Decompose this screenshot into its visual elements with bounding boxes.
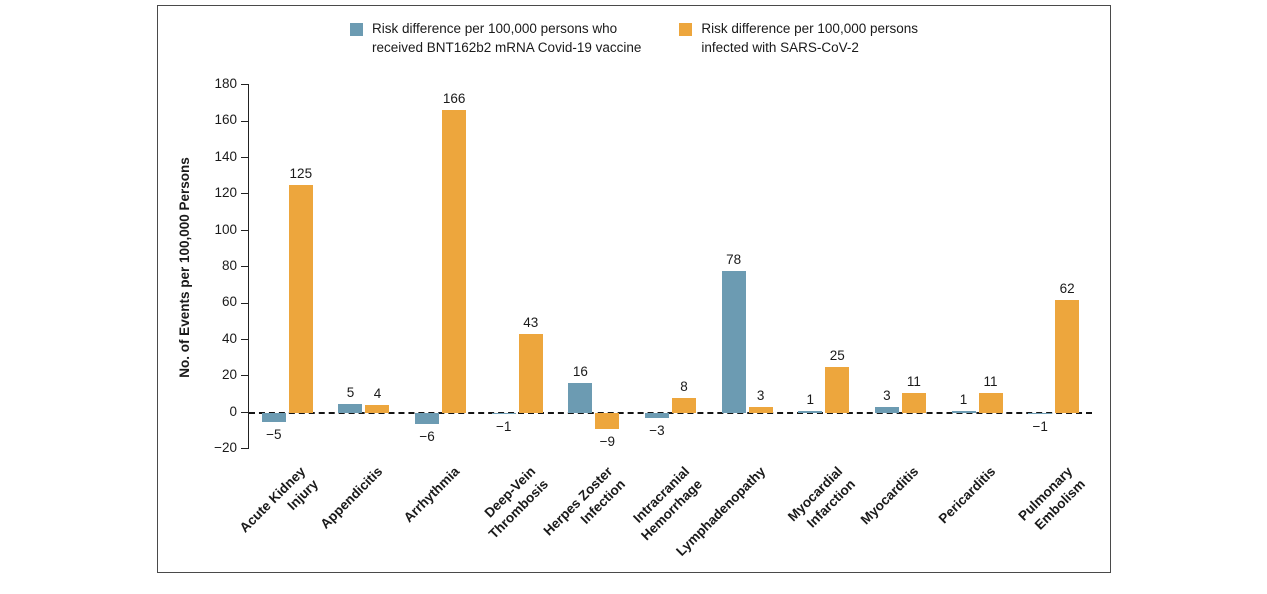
bar-vaccine xyxy=(338,403,363,413)
bar-sars-cov-2 xyxy=(288,185,313,413)
y-axis-tick-label: 0 xyxy=(229,403,237,419)
bar-value-label: 25 xyxy=(829,348,845,364)
bar-value-label: 62 xyxy=(1059,280,1075,296)
bar-value-label: 11 xyxy=(906,373,921,389)
y-axis-tick xyxy=(241,411,249,413)
chart-panel: Risk difference per 100,000 persons who r… xyxy=(157,5,1111,573)
y-axis-tick-label: 140 xyxy=(214,148,237,164)
bar-value-label: 3 xyxy=(883,388,891,404)
bar-value-label: 125 xyxy=(289,166,313,182)
y-axis-tick-label: 40 xyxy=(221,330,237,346)
y-axis-tick xyxy=(241,84,249,86)
bar-value-label: −3 xyxy=(649,423,665,439)
y-axis-tick-label: 80 xyxy=(221,258,237,273)
y-axis-tick-label: 20 xyxy=(221,367,237,383)
y-axis-tick xyxy=(241,375,249,377)
bar-value-label: 4 xyxy=(373,386,382,402)
bar-value-label: 8 xyxy=(680,379,688,395)
bar-value-label: −5 xyxy=(266,426,282,442)
bar-sars-cov-2 xyxy=(365,405,390,413)
legend-item-vaccine: Risk difference per 100,000 persons who r… xyxy=(349,20,642,58)
bar-vaccine xyxy=(491,412,516,415)
bar-vaccine xyxy=(951,410,976,413)
bar-value-label: 3 xyxy=(756,388,765,404)
y-axis-tick xyxy=(241,229,249,231)
bar-sars-cov-2 xyxy=(595,412,620,429)
page: { "figure": { "background": "#ffffff", "… xyxy=(157,5,1111,573)
y-axis-tick-label: 120 xyxy=(214,185,237,201)
bar-value-label: 1 xyxy=(959,391,968,407)
x-axis-category-label: Acute Kidney Injury xyxy=(237,463,322,536)
bar-sars-cov-2 xyxy=(672,398,696,413)
y-axis-tick xyxy=(241,120,249,122)
bar-sars-cov-2 xyxy=(825,367,850,413)
y-axis-tick xyxy=(241,266,249,268)
bar-vaccine xyxy=(568,383,593,413)
y-axis-tick xyxy=(241,193,249,195)
y-axis-tick xyxy=(241,302,249,304)
bar-value-label: −9 xyxy=(599,433,616,449)
legend-swatch-vaccine xyxy=(349,23,363,36)
legend-label: Risk difference per 100,000 persons infec… xyxy=(701,21,918,55)
bar-value-label: 78 xyxy=(726,251,742,267)
y-axis-tick-label: 100 xyxy=(214,221,237,237)
bar-value-label: 166 xyxy=(442,91,466,107)
chart-legend: Risk difference per 100,000 persons who r… xyxy=(158,20,1110,58)
y-axis-tick xyxy=(241,339,249,341)
bar-sars-cov-2 xyxy=(901,392,926,413)
bar-value-label: −6 xyxy=(419,428,435,444)
legend-item-sars-cov-2: Risk difference per 100,000 persons infec… xyxy=(679,20,918,58)
y-axis-tick-label: 160 xyxy=(214,112,237,128)
y-axis-tick xyxy=(241,448,249,450)
bar-sars-cov-2 xyxy=(442,110,467,413)
bar-value-label: 11 xyxy=(983,373,998,389)
bar-sars-cov-2 xyxy=(748,407,773,413)
bar-vaccine xyxy=(415,412,440,424)
plot-area: 180 160 140 120 100 80 60 40 20 0 −20 Acute Kidney I… xyxy=(214,76,1092,559)
bar-value-label: 1 xyxy=(806,391,815,407)
bar-value-label: 43 xyxy=(523,315,539,331)
legend-swatch-sars-cov-2 xyxy=(679,23,693,36)
bar-value-label: 16 xyxy=(572,364,588,380)
bar-vaccine xyxy=(645,412,669,419)
legend-label: Risk difference per 100,000 persons who r… xyxy=(371,21,642,55)
bar-value-label: 5 xyxy=(346,384,355,400)
bar-vaccine xyxy=(721,270,746,413)
bar-sars-cov-2 xyxy=(518,334,543,413)
y-axis-title: No. of Events per 100,000 Persons xyxy=(176,156,192,378)
bar-vaccine xyxy=(1028,412,1053,415)
y-axis-tick-label: 180 xyxy=(214,76,237,91)
zero-baseline xyxy=(249,411,1092,414)
y-axis-tick-label: 60 xyxy=(221,294,237,310)
y-axis-title-wrap: No. of Events per 100,000 Persons xyxy=(172,85,196,449)
bar-sars-cov-2 xyxy=(1055,299,1080,413)
bar-vaccine xyxy=(798,410,823,413)
bar-vaccine xyxy=(874,407,899,413)
y-axis-tick xyxy=(241,157,249,159)
bar-sars-cov-2 xyxy=(978,392,1003,413)
y-axis-tick-label: −20 xyxy=(214,440,237,455)
bar-vaccine xyxy=(261,412,286,422)
bar-value-label: −1 xyxy=(1032,419,1048,435)
bar-value-label: −1 xyxy=(496,419,512,435)
